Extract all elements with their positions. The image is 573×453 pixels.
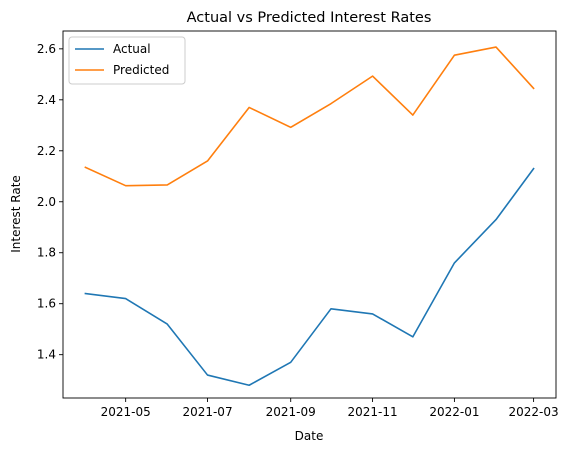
y-tick-label: 1.6 — [37, 297, 56, 311]
x-tick-label: 2022-03 — [509, 405, 559, 419]
chart-title: Actual vs Predicted Interest Rates — [187, 10, 432, 26]
ticks-layer: 2021-05 2021-07 2021-09 2021-11 2022-01 2022-… — [37, 42, 559, 419]
x-tick-label: 2021-09 — [266, 405, 316, 419]
y-tick-label: 1.8 — [37, 246, 56, 260]
x-tick-label: 2021-07 — [182, 405, 232, 419]
legend-label-predicted: Predicted — [113, 63, 169, 77]
y-tick-label: 1.4 — [37, 348, 56, 362]
y-tick-label: 2.4 — [37, 93, 56, 107]
x-tick-label: 2021-05 — [101, 405, 151, 419]
y-axis-title: Interest Rate — [9, 175, 23, 253]
x-tick-label: 2022-01 — [429, 405, 479, 419]
series-line-predicted — [84, 46, 535, 187]
y-tick-label: 2.6 — [37, 42, 56, 56]
x-tick-label: 2021-11 — [347, 405, 397, 419]
series-line-actual — [84, 167, 535, 387]
legend-label-actual: Actual — [113, 42, 151, 56]
plot-frame — [62, 30, 557, 399]
legend: Actual Predicted — [68, 36, 186, 85]
series-layer — [84, 46, 535, 387]
y-tick-label: 2.0 — [37, 195, 56, 209]
y-tick-label: 2.2 — [37, 144, 56, 158]
x-axis-title: Date — [295, 429, 324, 443]
